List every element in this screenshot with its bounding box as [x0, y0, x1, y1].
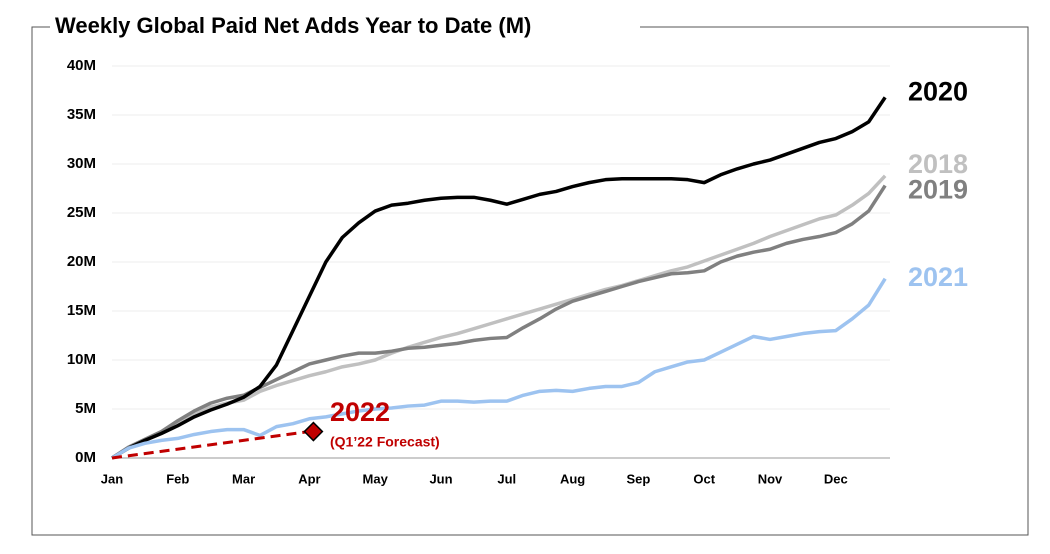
series-label: 2019 [908, 175, 968, 205]
forecast-note: (Q1’22 Forecast) [330, 434, 440, 450]
series-line [111, 277, 887, 460]
y-tick-label: 15M [67, 302, 96, 319]
x-tick-label: Apr [298, 471, 320, 486]
x-tick-label: Dec [824, 471, 848, 486]
series-line [111, 174, 887, 460]
chart-title: Weekly Global Paid Net Adds Year to Date… [55, 13, 531, 38]
y-tick-label: 25M [67, 204, 96, 221]
forecast-label: 2022 [330, 397, 390, 427]
series-label: 2018 [908, 149, 968, 179]
y-tick-label: 30M [67, 155, 96, 172]
x-tick-label: May [363, 471, 389, 486]
forecast-marker [303, 421, 324, 442]
y-tick-label: 20M [67, 253, 96, 270]
forecast-line [111, 430, 310, 460]
x-tick-label: Mar [232, 471, 255, 486]
x-tick-label: Jul [497, 471, 516, 486]
x-tick-label: Sep [626, 471, 650, 486]
series-label: 2020 [908, 76, 968, 106]
x-tick-label: Feb [166, 471, 189, 486]
series-label: 2021 [908, 262, 968, 292]
x-tick-label: Nov [758, 471, 783, 486]
y-tick-label: 0M [75, 449, 96, 466]
frame [31, 26, 1029, 536]
series-line [111, 96, 887, 460]
y-tick-label: 5M [75, 400, 96, 417]
y-tick-label: 40M [67, 57, 96, 74]
y-tick-label: 35M [67, 106, 96, 123]
series-line [111, 184, 887, 460]
x-tick-label: Aug [560, 471, 585, 486]
x-tick-label: Oct [693, 471, 715, 486]
x-tick-label: Jan [101, 471, 123, 486]
y-tick-label: 10M [67, 351, 96, 368]
x-tick-label: Jun [429, 471, 452, 486]
